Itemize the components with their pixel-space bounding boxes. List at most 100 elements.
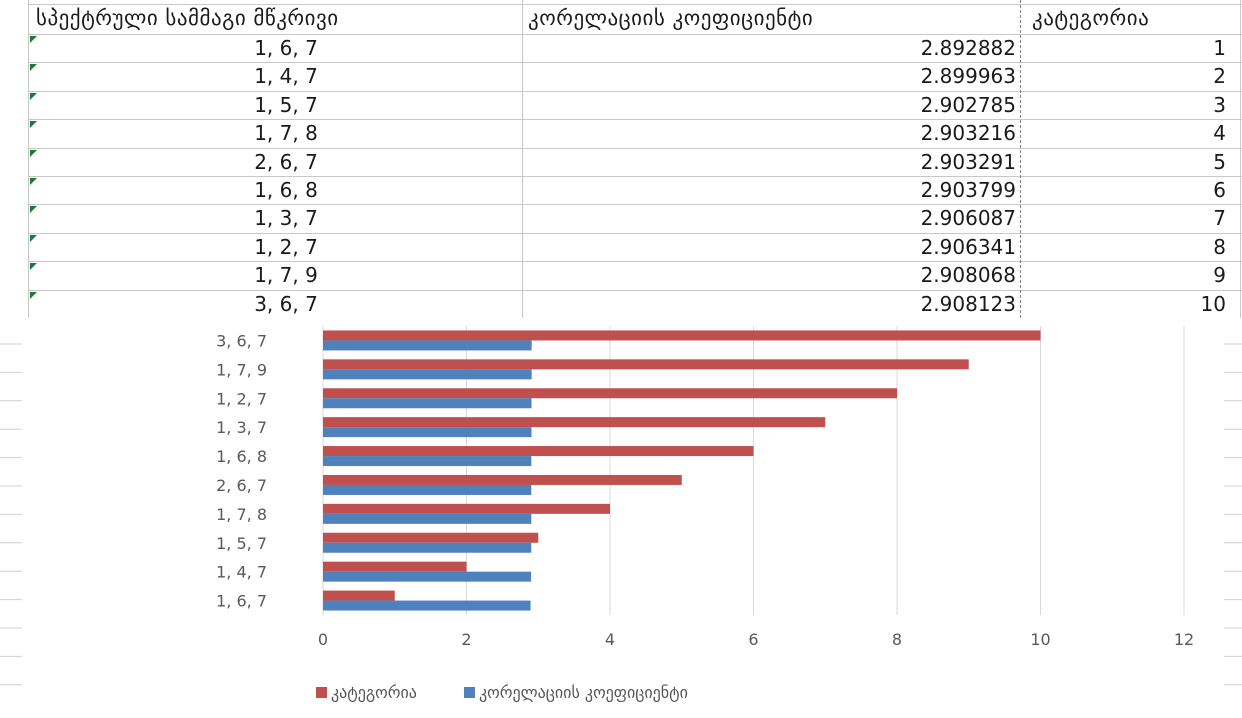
bar-category[interactable] — [323, 359, 969, 370]
header-triplet[interactable]: სპექტრული სამმაგი მწკრივი — [36, 6, 339, 30]
bar-coefficient[interactable] — [323, 398, 532, 409]
bar-category[interactable] — [323, 330, 1041, 341]
cell-category[interactable]: 10 — [1200, 291, 1226, 316]
chart-legend: კატეგორია კორელაციის კოეფიციენტი — [316, 682, 730, 704]
error-indicator-icon — [30, 36, 37, 43]
table-row: 1, 3, 7 2.906087 7 — [0, 204, 1242, 232]
column-gridline — [1020, 0, 1021, 318]
row-gridline — [28, 119, 1242, 121]
error-indicator-icon — [30, 263, 37, 271]
legend-label-coefficient: კორელაციის კოეფიციენტი — [479, 683, 688, 702]
bar-category[interactable] — [323, 590, 395, 601]
bar-coefficient[interactable] — [323, 427, 532, 438]
cell-triplet[interactable]: 1, 5, 7 — [254, 92, 318, 117]
column-gridline — [1240, 0, 1241, 318]
bar-chart[interactable]: 0 2 4 6 8 10 12 1, 6, 7 1, 4, 7 1, 5, 7 1, 7, 8 2, … — [0, 318, 1242, 718]
bar-coefficient[interactable] — [323, 600, 531, 611]
header-category[interactable]: კატეგორია — [1032, 6, 1150, 30]
cell-triplet[interactable]: 1, 6, 7 — [254, 36, 318, 60]
row-gridline — [28, 232, 1242, 234]
column-gridline — [28, 0, 29, 318]
bar-coefficient[interactable] — [323, 456, 532, 467]
cell-triplet[interactable]: 1, 4, 7 — [254, 64, 318, 89]
bar-category[interactable] — [323, 503, 610, 514]
row-gridline — [28, 34, 1242, 35]
cell-triplet[interactable]: 1, 3, 7 — [254, 206, 318, 231]
row-gridline — [28, 4, 1242, 5]
error-indicator-icon — [30, 206, 37, 214]
bar-category[interactable] — [323, 561, 467, 572]
cell-coefficient[interactable]: 2.892882 — [920, 36, 1016, 60]
row-gridline — [28, 147, 1242, 149]
header-row: სპექტრული სამმაგი მწკრივი კორელაციის კოე… — [0, 4, 1242, 32]
x-tick-label: 0 — [318, 630, 328, 649]
spreadsheet-table: სპექტრული სამმაგი მწკრივი კორელაციის კოე… — [0, 0, 1242, 319]
y-category-label: 1, 6, 8 — [216, 447, 267, 466]
cell-category[interactable]: 5 — [1213, 149, 1226, 174]
legend-item-coefficient: კორელაციის კოეფიციენტი — [464, 682, 688, 704]
bar-category[interactable] — [323, 446, 754, 457]
table-row: 1, 6, 8 2.903799 6 — [0, 176, 1242, 204]
header-coefficient[interactable]: კორელაციის კოეფიციენტი — [528, 6, 814, 30]
cell-coefficient[interactable]: 2.903799 — [920, 178, 1016, 202]
cell-category[interactable]: 8 — [1213, 234, 1226, 259]
y-category-label: 1, 2, 7 — [216, 389, 267, 408]
y-category-label: 1, 7, 9 — [216, 360, 267, 379]
table-row: 1, 7, 8 2.903216 4 — [0, 119, 1242, 147]
bar-coefficient[interactable] — [323, 369, 532, 380]
table-row: 1, 7, 9 2.908068 9 — [0, 261, 1242, 289]
cell-category[interactable]: 2 — [1213, 64, 1226, 89]
error-indicator-icon — [30, 64, 37, 72]
error-indicator-icon — [30, 121, 37, 129]
legend-swatch-coefficient — [464, 687, 475, 698]
cell-coefficient[interactable]: 2.906341 — [920, 234, 1016, 259]
bar-coefficient[interactable] — [323, 542, 532, 553]
cell-coefficient[interactable]: 2.903216 — [920, 121, 1016, 146]
y-category-label: 1, 6, 7 — [216, 592, 267, 611]
cell-category[interactable]: 1 — [1213, 36, 1226, 60]
x-tick-label: 6 — [748, 630, 758, 649]
cell-coefficient[interactable]: 2.906087 — [920, 206, 1016, 231]
row-gridline — [28, 90, 1242, 92]
cell-triplet[interactable]: 1, 7, 8 — [254, 121, 318, 146]
cell-triplet[interactable]: 2, 6, 7 — [254, 149, 318, 174]
bar-category[interactable] — [323, 388, 897, 399]
y-category-label: 2, 6, 7 — [216, 476, 267, 495]
error-indicator-icon — [30, 291, 37, 299]
cell-category[interactable]: 9 — [1213, 263, 1226, 288]
legend-swatch-category — [316, 687, 327, 698]
cell-coefficient[interactable]: 2.908068 — [920, 263, 1016, 288]
cell-triplet[interactable]: 1, 2, 7 — [254, 234, 318, 259]
x-tick-label: 8 — [892, 630, 902, 649]
cell-category[interactable]: 3 — [1213, 92, 1226, 117]
cell-coefficient[interactable]: 2.903291 — [920, 149, 1016, 174]
bar-category[interactable] — [323, 417, 826, 428]
cell-category[interactable]: 4 — [1213, 121, 1226, 146]
row-gridline — [28, 62, 1242, 64]
cell-category[interactable]: 6 — [1213, 178, 1226, 202]
table-row: 1, 6, 7 2.892882 1 — [0, 34, 1242, 62]
y-category-label: 3, 6, 7 — [216, 331, 267, 350]
x-tick-label: 2 — [461, 630, 471, 649]
bar-coefficient[interactable] — [323, 340, 532, 351]
bar-coefficient[interactable] — [323, 513, 532, 524]
bar-coefficient[interactable] — [323, 484, 532, 495]
error-indicator-icon — [30, 149, 37, 157]
bar-coefficient[interactable] — [323, 571, 532, 582]
row-gridline — [28, 204, 1242, 206]
cell-category[interactable]: 7 — [1213, 206, 1226, 231]
bar-category[interactable] — [323, 532, 539, 543]
x-tick-label: 12 — [1174, 630, 1194, 649]
bar-category[interactable] — [323, 474, 682, 485]
cell-triplet[interactable]: 3, 6, 7 — [254, 291, 318, 316]
cell-coefficient[interactable]: 2.899963 — [920, 64, 1016, 89]
row-gridline — [28, 289, 1242, 291]
cell-coefficient[interactable]: 2.902785 — [920, 92, 1016, 117]
error-indicator-icon — [30, 92, 37, 100]
y-category-label: 1, 5, 7 — [216, 534, 267, 553]
cell-triplet[interactable]: 1, 7, 9 — [254, 263, 318, 288]
cell-coefficient[interactable]: 2.908123 — [920, 291, 1016, 316]
row-gridline — [28, 261, 1242, 263]
y-category-label: 1, 7, 8 — [216, 505, 267, 524]
cell-triplet[interactable]: 1, 6, 8 — [254, 178, 318, 202]
